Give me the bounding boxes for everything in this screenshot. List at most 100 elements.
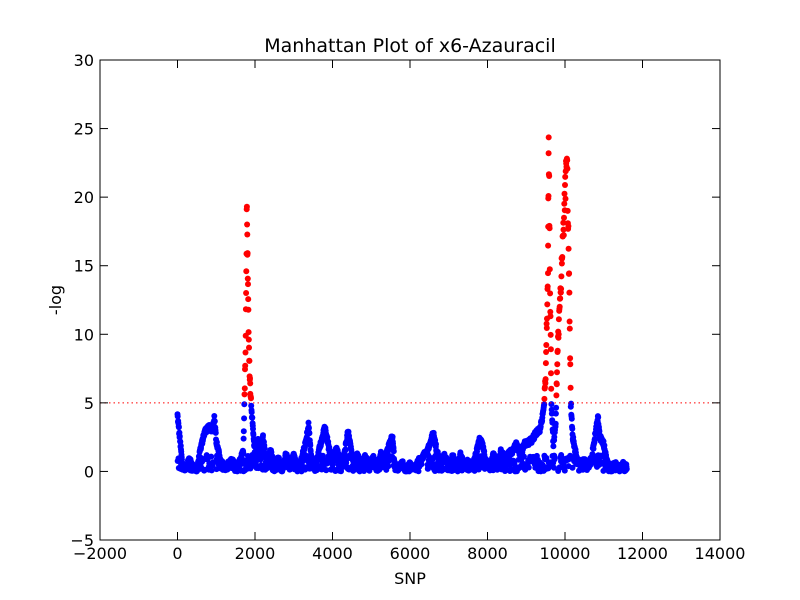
y-tick-label: 0	[84, 462, 94, 481]
snp-point	[552, 410, 559, 417]
snp-point	[566, 318, 573, 325]
snp-point	[261, 445, 268, 452]
data-points	[174, 134, 630, 475]
x-tick-label: −2000	[73, 544, 127, 563]
y-axis-label: -log	[46, 285, 65, 315]
snp-point	[243, 203, 250, 210]
snp-point	[562, 173, 569, 180]
snp-point	[247, 375, 253, 382]
snp-point	[548, 370, 554, 377]
snp-point	[244, 221, 251, 228]
snp-point	[324, 434, 331, 441]
snp-point	[554, 347, 561, 354]
snp-point	[547, 331, 554, 338]
snp-point	[551, 456, 558, 463]
snp-point	[242, 349, 249, 356]
y-axis-ticks: −5 0 5 10 15 20 25 30	[70, 51, 720, 550]
y-tick-label: 30	[74, 51, 94, 70]
snp-point	[418, 461, 425, 468]
snp-point	[306, 430, 313, 437]
chart-title: Manhattan Plot of x6-Azauracil	[264, 35, 555, 57]
y-tick-label: 20	[74, 188, 94, 207]
snp-point	[249, 414, 256, 421]
x-tick-label: 10000	[540, 544, 591, 563]
snp-point	[433, 441, 439, 448]
snp-point	[260, 432, 266, 439]
snp-point	[553, 381, 560, 388]
y-tick-label: 15	[74, 257, 94, 276]
snp-point	[561, 467, 568, 474]
snp-point	[240, 435, 247, 442]
snp-point	[245, 281, 251, 288]
snp-point	[541, 395, 548, 402]
x-tick-label: 4000	[312, 544, 353, 563]
snp-point	[554, 369, 560, 376]
snp-point	[564, 207, 571, 214]
snp-point	[547, 313, 554, 320]
snp-point	[241, 401, 248, 408]
snp-point	[548, 401, 555, 408]
x-tick-label: 2000	[235, 544, 276, 563]
snp-point	[567, 361, 574, 368]
snp-point	[208, 453, 215, 460]
snp-point	[623, 466, 630, 472]
snp-point	[545, 193, 552, 199]
snp-point	[568, 400, 575, 407]
x-axis-ticks: −2000 0 2000 4000 6000 8000 10000 12000 14000	[73, 60, 745, 563]
snp-point	[246, 357, 253, 364]
snp-point	[543, 320, 550, 327]
snp-point	[545, 134, 552, 141]
snp-point	[246, 344, 252, 351]
snp-point	[525, 464, 532, 471]
snp-point	[589, 451, 596, 458]
snp-point	[551, 464, 557, 471]
snp-point	[543, 325, 550, 331]
snp-point	[553, 404, 560, 411]
snp-point	[323, 467, 330, 474]
snp-point	[558, 273, 565, 280]
snp-point	[248, 402, 255, 409]
snp-point	[520, 453, 527, 460]
snp-point	[244, 231, 251, 238]
snp-point	[551, 434, 558, 440]
snp-point	[553, 392, 560, 399]
snp-point	[243, 268, 250, 275]
snp-point	[558, 260, 565, 267]
snp-point	[211, 413, 218, 419]
snp-point	[552, 420, 559, 427]
snp-point	[241, 415, 248, 422]
snp-point	[252, 454, 259, 461]
snp-point	[244, 275, 251, 282]
snp-point	[307, 442, 314, 449]
snp-point	[555, 316, 562, 323]
snp-point	[544, 283, 551, 290]
snp-point	[561, 200, 568, 207]
snp-point	[175, 424, 182, 431]
x-tick-label: 0	[172, 544, 182, 563]
snp-point	[547, 346, 554, 353]
x-axis-label: SNP	[394, 569, 426, 588]
snp-point	[305, 425, 312, 432]
snp-point	[245, 306, 252, 313]
snp-point	[544, 301, 551, 308]
snp-point	[240, 428, 247, 435]
y-tick-label: −5	[70, 531, 94, 550]
snp-point	[560, 226, 567, 233]
snp-point	[243, 290, 250, 296]
snp-point	[564, 157, 571, 164]
snp-point	[211, 418, 218, 425]
snp-point	[546, 266, 553, 273]
snp-point	[591, 435, 598, 442]
snp-point	[557, 295, 564, 302]
snp-point	[561, 190, 568, 197]
snp-point	[562, 195, 569, 202]
snp-point	[176, 433, 183, 440]
snp-point	[245, 336, 252, 343]
snp-point	[252, 459, 259, 466]
snp-point	[569, 425, 576, 432]
snp-point	[548, 385, 555, 392]
snp-point	[415, 468, 422, 475]
snp-point	[546, 173, 553, 179]
snp-point	[546, 225, 553, 232]
